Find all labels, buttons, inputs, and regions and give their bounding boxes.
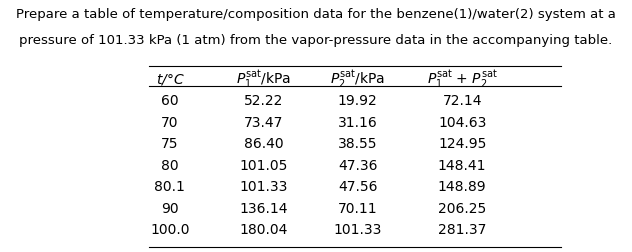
Text: 148.89: 148.89 — [438, 179, 487, 194]
Text: 86.40: 86.40 — [244, 137, 284, 151]
Text: 80.1: 80.1 — [154, 179, 185, 194]
Text: 75: 75 — [161, 137, 179, 151]
Text: 70: 70 — [161, 115, 179, 129]
Text: 19.92: 19.92 — [338, 94, 378, 108]
Text: 148.41: 148.41 — [438, 158, 487, 172]
Text: 47.36: 47.36 — [338, 158, 377, 172]
Text: 180.04: 180.04 — [240, 222, 288, 236]
Text: Prepare a table of temperature/composition data for the benzene(1)/water(2) syst: Prepare a table of temperature/compositi… — [16, 8, 616, 20]
Text: 60: 60 — [161, 94, 179, 108]
Text: $P_2^{\rm sat}$/kPa: $P_2^{\rm sat}$/kPa — [331, 69, 386, 90]
Text: 47.56: 47.56 — [338, 179, 377, 194]
Text: 90: 90 — [161, 201, 179, 215]
Text: 281.37: 281.37 — [438, 222, 487, 236]
Text: 104.63: 104.63 — [438, 115, 487, 129]
Text: 124.95: 124.95 — [438, 137, 487, 151]
Text: 101.33: 101.33 — [334, 222, 382, 236]
Text: 73.47: 73.47 — [244, 115, 284, 129]
Text: 80: 80 — [161, 158, 179, 172]
Text: 72.14: 72.14 — [442, 94, 482, 108]
Text: 31.16: 31.16 — [338, 115, 378, 129]
Text: 70.11: 70.11 — [338, 201, 377, 215]
Text: 136.14: 136.14 — [240, 201, 288, 215]
Text: 101.33: 101.33 — [240, 179, 288, 194]
Text: $P_1^{\rm sat}$/kPa: $P_1^{\rm sat}$/kPa — [236, 69, 291, 90]
Text: $t$/°C: $t$/°C — [155, 72, 184, 87]
Text: 206.25: 206.25 — [438, 201, 486, 215]
Text: 100.0: 100.0 — [150, 222, 190, 236]
Text: $P_1^{\rm sat}$ + $P_2^{\rm sat}$: $P_1^{\rm sat}$ + $P_2^{\rm sat}$ — [427, 69, 497, 90]
Text: pressure of 101.33 kPa (1 atm) from the vapor-pressure data in the accompanying : pressure of 101.33 kPa (1 atm) from the … — [20, 34, 612, 47]
Text: 38.55: 38.55 — [338, 137, 377, 151]
Text: 101.05: 101.05 — [240, 158, 288, 172]
Text: 52.22: 52.22 — [244, 94, 284, 108]
